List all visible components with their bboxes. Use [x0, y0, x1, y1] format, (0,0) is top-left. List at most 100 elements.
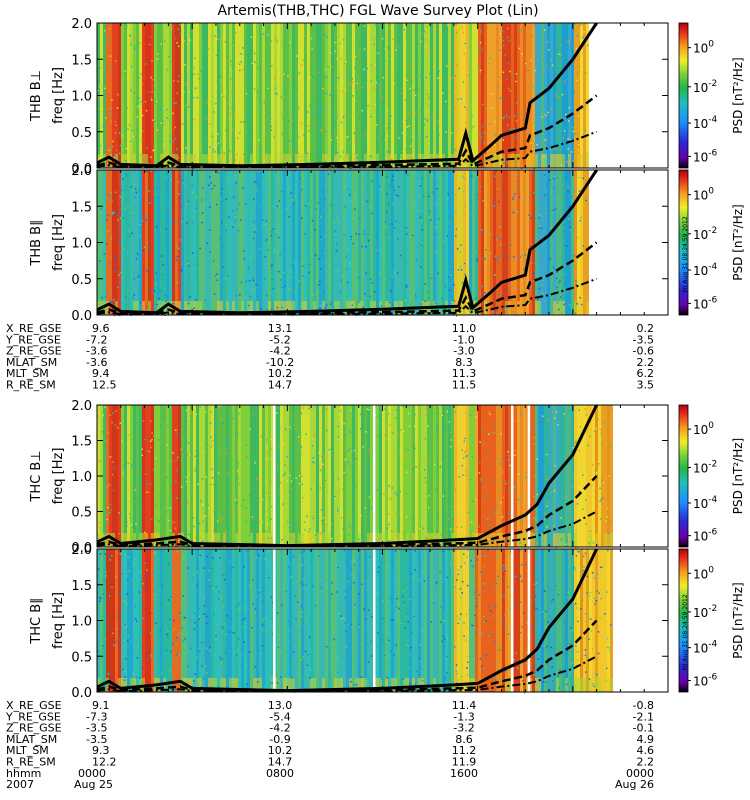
ephemeris-value: 6.2 [637, 367, 655, 380]
ephemeris-value: -7.3 [86, 710, 107, 723]
ephemeris-value: 14.7 [268, 756, 293, 769]
ephemeris-value: 9.4 [92, 367, 110, 380]
colorbar-thc_perp: 100 10-2 10-4 10-6 PSD [nT²/Hz] [678, 404, 745, 548]
colorbar-tick-label: 10-4 [693, 115, 718, 131]
ephemeris-value: -3.5 [86, 722, 107, 735]
colorbar-gradient [678, 169, 689, 316]
timestamp-stamp: Fri Aug 31 08:24:59 2012 [682, 216, 689, 293]
spectrogram-thb_perp [97, 23, 589, 170]
ephemeris-label: X_RE_GSE [6, 699, 62, 712]
spectrogram-panels: 0.0 0.5 1.0 1.5 2.0 THB B⊥ freq [Hz] 0.0 0.5 1.0 1… [29, 17, 669, 701]
ephemeris-value: 2.2 [637, 356, 655, 369]
ephemeris-table-thc: X_RE_GSE 9.1 13.0 11.4 -0.8Y_RE_GSE -7.3 -5.4-… [5, 699, 654, 791]
ephemeris-label: MLT_SM [6, 367, 49, 380]
y-tick-label: 0.5 [71, 506, 92, 521]
colorbar-tick-label: 10-2 [693, 604, 717, 620]
ephemeris-value: -1.0 [453, 333, 474, 346]
ephemeris-value: -3.0 [453, 345, 474, 358]
ephemeris-value: 8.3 [455, 356, 473, 369]
ephemeris-label: R_RE_SM [6, 379, 56, 392]
ephemeris-value: 0800 [266, 767, 294, 780]
ephemeris-value: 14.7 [268, 379, 293, 392]
ephemeris-value: -3.6 [86, 356, 107, 369]
ephemeris-value: 12.5 [92, 379, 117, 392]
y-tick-label: 0.5 [71, 650, 92, 665]
panel-label: THB B⊥ [29, 70, 44, 122]
ephemeris-label: Y_RE_GSE [5, 710, 61, 723]
y-tick-label: 1.0 [71, 90, 92, 105]
ephemeris-label: 2007 [6, 778, 34, 791]
colorbar-tick-label: 100 [693, 40, 714, 56]
ephemeris-label: X_RE_GSE [6, 322, 62, 335]
ephemeris-value: 9.3 [92, 744, 110, 757]
spectrogram-thc_perp [97, 405, 613, 549]
colorbar-tick-label: 100 [693, 421, 714, 437]
ephemeris-value: 10.2 [268, 744, 293, 757]
ephemeris-label: Z_RE_GSE [6, 345, 62, 358]
gyro-curve-2 [97, 655, 598, 692]
ephemeris-value: -0.8 [633, 699, 654, 712]
y-tick-label: 2.0 [71, 17, 92, 32]
ephemeris-value: -5.4 [269, 710, 290, 723]
y-tick-label: 1.5 [71, 579, 92, 594]
y-tick-label: 1.0 [71, 237, 92, 252]
colorbar-tick-label: 100 [693, 565, 714, 581]
ephemeris-label: MLAT_SM [6, 733, 57, 746]
ephemeris-label: R_RE_SM [6, 756, 56, 769]
y-tick-label: 0.0 [71, 162, 92, 177]
colorbar-tick-label: 10-2 [693, 79, 717, 95]
y-tick-label: 0.0 [71, 541, 92, 556]
ephemeris-value: 0000 [78, 767, 106, 780]
ephemeris-value: -0.6 [633, 345, 654, 358]
ephemeris-value: 1600 [450, 767, 478, 780]
timestamp-stamp: Fri Aug 31 08:24:59 2012 [682, 594, 689, 671]
colorbar-gradient [678, 548, 689, 693]
ephemeris-value: 13.1 [268, 322, 293, 335]
colorbar-gradient [678, 404, 689, 548]
ephemeris-value: Aug 25 [74, 778, 113, 791]
ephemeris-value: 2.2 [637, 756, 655, 769]
ephemeris-value: 11.3 [452, 367, 477, 380]
panel-thc_perp: 0.0 0.5 1.0 1.5 2.0 THC B⊥ freq [Hz] [29, 399, 669, 556]
gyro-curves [97, 549, 598, 692]
colorbar-tick-label: 100 [693, 187, 714, 203]
gyro-curve-1 [97, 619, 598, 692]
ephemeris-value: 0.2 [637, 322, 655, 335]
ephemeris-value: 11.4 [452, 699, 477, 712]
ephemeris-value: 8.6 [455, 733, 473, 746]
ephemeris-value: 11.2 [452, 744, 477, 757]
ephemeris-value: 0000 [626, 767, 654, 780]
ephemeris-value: -1.3 [453, 710, 474, 723]
colorbar-tick-label: 10-6 [693, 295, 718, 311]
colorbar-label: PSD [nT²/Hz] [731, 204, 745, 280]
colorbar-tick-label: 10-4 [693, 262, 718, 278]
y-tick-label: 2.0 [71, 164, 92, 179]
panel-thb_par: 0.0 0.5 1.0 1.5 2.0 THB B∥ freq [Hz] [29, 164, 669, 324]
ephemeris-value: -0.1 [633, 722, 654, 735]
ephemeris-value: 11.0 [452, 322, 477, 335]
ephemeris-label: Y_RE_GSE [5, 333, 61, 346]
ephemeris-value: 11.9 [452, 756, 477, 769]
ephemeris-value: 9.6 [92, 322, 110, 335]
gyro-curve-1 [97, 475, 598, 547]
y-tick-label: 0.0 [71, 309, 92, 324]
ephemeris-value: -3.5 [86, 733, 107, 746]
colorbar-thb_perp: 100 10-2 10-4 10-6 PSD [nT²/Hz] [678, 22, 745, 169]
ephemeris-value: -3.6 [86, 345, 107, 358]
colorbar-label: PSD [nT²/Hz] [731, 438, 745, 514]
ephemeris-value: -4.2 [269, 345, 290, 358]
ephemeris-value: -2.1 [633, 710, 654, 723]
y-axis-label: freq [Hz] [51, 214, 66, 271]
ephemeris-value: 4.9 [637, 733, 655, 746]
ephemeris-value: -5.2 [269, 333, 290, 346]
y-tick-label: 1.0 [71, 615, 92, 630]
ephemeris-value: 12.2 [92, 756, 117, 769]
ephemeris-value: -3.2 [453, 722, 474, 735]
colorbar-tick-label: 10-6 [693, 528, 718, 544]
colorbar-tick-label: 10-2 [693, 459, 717, 475]
colorbar-tick-label: 10-4 [693, 495, 718, 511]
y-tick-label: 2.0 [71, 399, 92, 414]
spectrogram-thc_par [97, 549, 613, 694]
